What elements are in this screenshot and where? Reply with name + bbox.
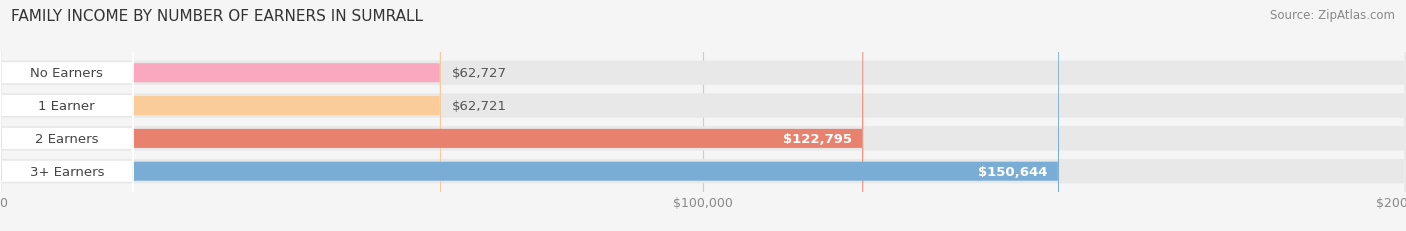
FancyBboxPatch shape bbox=[0, 0, 134, 231]
Text: $62,721: $62,721 bbox=[453, 100, 508, 112]
Text: 3+ Earners: 3+ Earners bbox=[30, 165, 104, 178]
Text: Source: ZipAtlas.com: Source: ZipAtlas.com bbox=[1270, 9, 1395, 22]
FancyBboxPatch shape bbox=[0, 0, 134, 231]
FancyBboxPatch shape bbox=[0, 0, 863, 231]
Text: $122,795: $122,795 bbox=[783, 132, 852, 145]
Text: No Earners: No Earners bbox=[31, 67, 103, 80]
FancyBboxPatch shape bbox=[0, 0, 134, 231]
Text: FAMILY INCOME BY NUMBER OF EARNERS IN SUMRALL: FAMILY INCOME BY NUMBER OF EARNERS IN SU… bbox=[11, 9, 423, 24]
FancyBboxPatch shape bbox=[0, 0, 441, 231]
Text: $150,644: $150,644 bbox=[979, 165, 1047, 178]
Text: 1 Earner: 1 Earner bbox=[38, 100, 96, 112]
Text: 2 Earners: 2 Earners bbox=[35, 132, 98, 145]
FancyBboxPatch shape bbox=[0, 0, 134, 231]
FancyBboxPatch shape bbox=[0, 0, 1059, 231]
FancyBboxPatch shape bbox=[0, 0, 441, 231]
Text: $62,727: $62,727 bbox=[453, 67, 508, 80]
